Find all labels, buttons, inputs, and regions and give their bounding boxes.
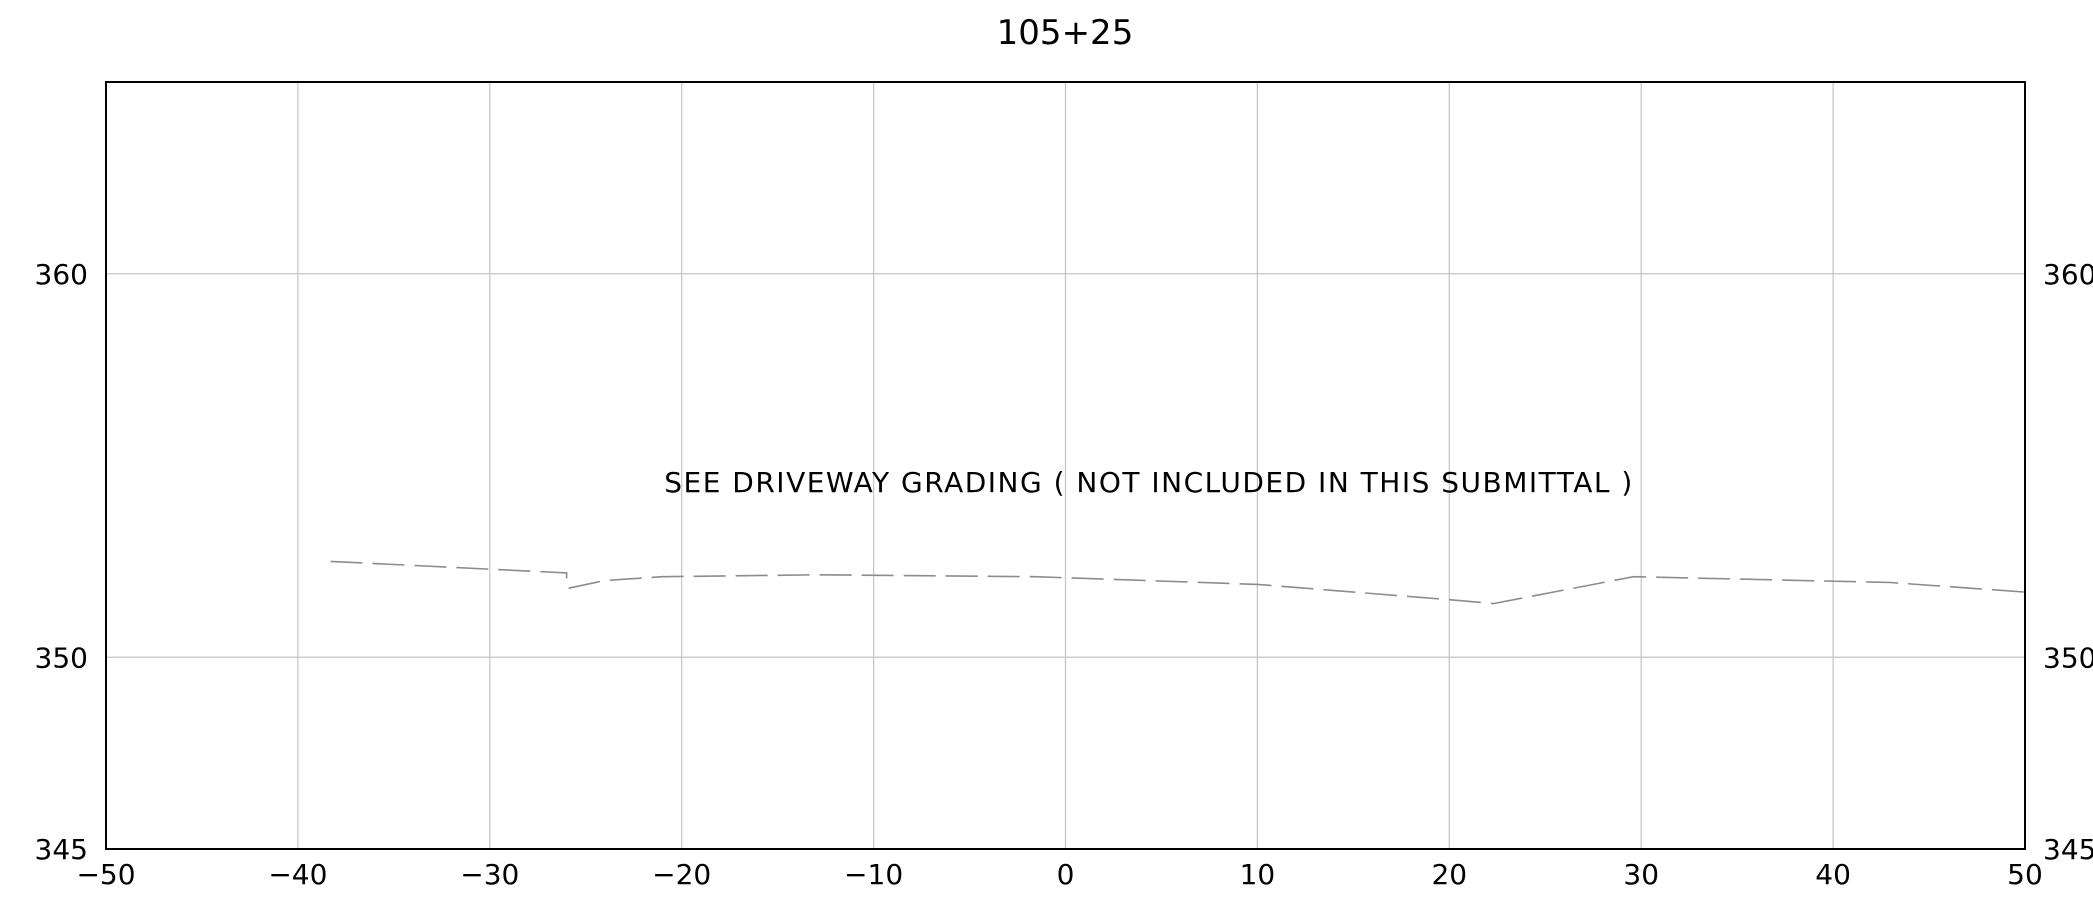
chart-title: 105+25	[997, 13, 1134, 53]
x-tick-label: −10	[844, 858, 903, 891]
x-tick-label: 10	[1240, 858, 1276, 891]
x-tick-label: −50	[76, 858, 135, 891]
x-tick-label: −20	[652, 858, 711, 891]
y-tick-labels-right: 345 350 360	[2043, 258, 2093, 866]
x-tick-label: 0	[1057, 858, 1075, 891]
y-tick-label-left: 345	[35, 833, 88, 866]
x-tick-label: −40	[268, 858, 327, 891]
x-tick-label: 50	[2007, 858, 2043, 891]
y-tick-label-left: 360	[35, 258, 88, 291]
grid-lines	[106, 82, 2025, 849]
x-tick-label: −30	[460, 858, 519, 891]
y-tick-label-right: 360	[2043, 258, 2093, 291]
x-tick-label: 40	[1815, 858, 1851, 891]
y-tick-label-left: 350	[35, 641, 88, 674]
x-tick-label: 20	[1431, 858, 1467, 891]
chart-annotation: SEE DRIVEWAY GRADING ( NOT INCLUDED IN T…	[664, 466, 1634, 499]
x-tick-label: 30	[1623, 858, 1659, 891]
x-tick-labels: −50 −40 −30 −20 −10 0 10 20 30 40 50	[76, 858, 2042, 891]
series-layer	[330, 560, 2026, 605]
existing-ground-line	[330, 560, 2026, 605]
y-tick-label-right: 345	[2043, 833, 2093, 866]
y-tick-label-right: 350	[2043, 641, 2093, 674]
y-tick-labels-left: 345 350 360	[35, 258, 88, 866]
plot-frame	[105, 81, 2026, 850]
